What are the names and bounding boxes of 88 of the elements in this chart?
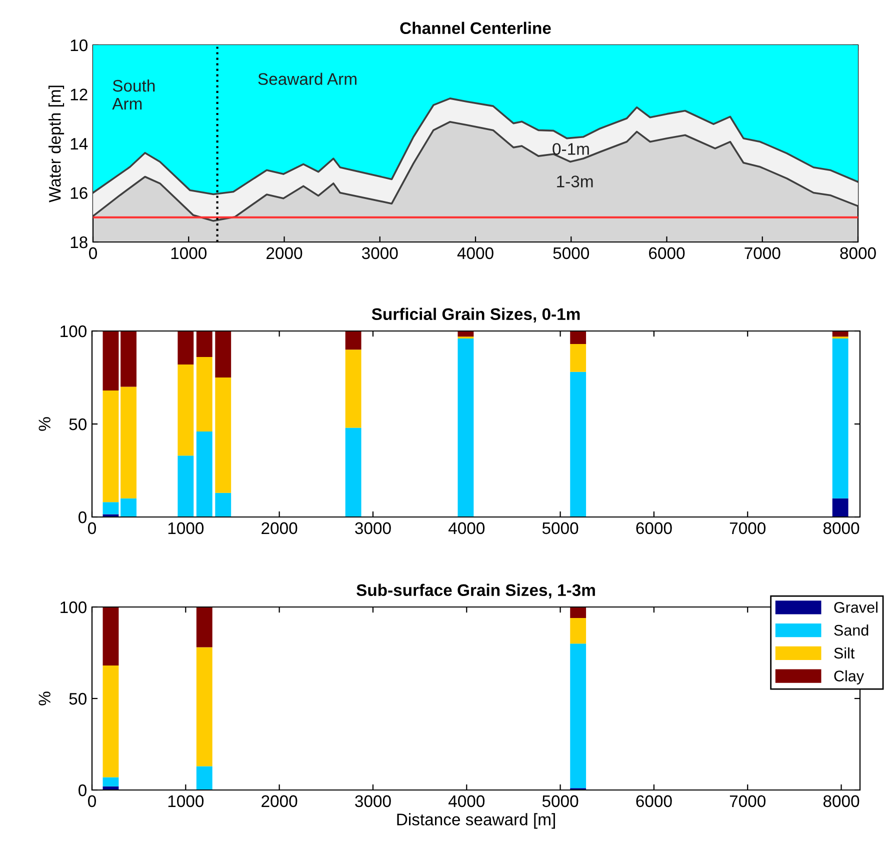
y-tick-label: 0	[78, 511, 86, 524]
x-tick-label: 7000	[730, 522, 766, 534]
bar	[345, 331, 362, 350]
y-tick-label: 12	[70, 88, 88, 100]
x-tick-label: 2000	[262, 522, 298, 534]
bar	[458, 338, 474, 517]
bar	[120, 331, 136, 387]
bar	[832, 498, 848, 517]
bar	[102, 331, 119, 391]
chart-title: Sub-surface Grain Sizes, 1-3m	[356, 584, 595, 598]
x-tick-label: 6000	[636, 795, 672, 808]
x-axis-title: Distance seaward [m]	[397, 813, 555, 829]
bar	[178, 331, 194, 364]
bar	[102, 607, 119, 666]
x-tick-label: 5000	[553, 247, 590, 260]
y-tick-label: 0	[78, 784, 86, 796]
bar	[570, 372, 586, 517]
annotation: 0-1m	[552, 143, 589, 155]
bar	[196, 647, 212, 766]
bar	[215, 492, 232, 517]
bar	[345, 350, 362, 428]
x-tick-label: 7000	[744, 247, 780, 260]
y-axis-title: Water depth [m]	[48, 86, 64, 202]
x-tick-label: 0	[89, 247, 97, 260]
bar	[196, 357, 212, 432]
bar	[120, 498, 136, 517]
bar	[570, 344, 586, 372]
legend-label: Sand	[834, 624, 868, 636]
x-tick-label: 6000	[649, 247, 685, 260]
y-tick-label: 100	[60, 325, 86, 338]
x-tick-label: 5000	[542, 795, 578, 808]
x-tick-label: 6000	[636, 522, 672, 534]
x-tick-label: 1000	[168, 795, 204, 808]
y-tick-label: 14	[70, 138, 88, 150]
legend-label: Silt	[834, 647, 855, 659]
bar	[345, 428, 362, 517]
bar	[215, 378, 232, 493]
y-axis-title: %	[38, 417, 50, 431]
bar	[196, 766, 212, 790]
x-tick-label: 4000	[457, 247, 494, 260]
x-tick-label: 4000	[448, 795, 485, 808]
y-tick-label: 50	[69, 418, 86, 430]
x-tick-label: 2000	[266, 247, 302, 260]
bar	[570, 618, 586, 644]
chart-title: Surficial Grain Sizes, 0-1m	[372, 308, 580, 322]
bar	[102, 666, 119, 778]
y-tick-label: 50	[69, 692, 86, 705]
bar	[120, 386, 136, 498]
chart-title: Channel Centerline	[400, 22, 551, 34]
x-tick-label: 0	[88, 795, 96, 808]
annotation: Seaward Arm	[258, 72, 356, 85]
bar	[570, 607, 586, 618]
x-tick-label: 2000	[262, 795, 298, 808]
y-tick-label: 16	[70, 187, 88, 199]
x-tick-label: 4000	[448, 522, 485, 534]
x-tick-label: 3000	[362, 247, 398, 260]
bar	[102, 502, 119, 514]
x-tick-label: 1000	[168, 522, 204, 534]
bar	[196, 331, 212, 358]
x-tick-label: 7000	[730, 795, 766, 808]
x-tick-label: 0	[88, 522, 96, 534]
bar	[215, 331, 232, 378]
bar	[570, 331, 586, 344]
bar	[832, 331, 848, 337]
annotation: South Arm	[112, 79, 155, 110]
y-tick-label: 10	[70, 39, 88, 52]
bar	[832, 338, 848, 498]
x-tick-label: 5000	[542, 522, 578, 534]
bar	[196, 607, 212, 648]
x-tick-label: 8000	[823, 795, 860, 808]
x-tick-label: 3000	[355, 795, 391, 808]
bar	[178, 364, 194, 456]
x-tick-label: 1000	[171, 247, 207, 260]
y-tick-label: 18	[70, 236, 88, 248]
x-tick-label: 8000	[840, 247, 876, 260]
bar	[570, 644, 586, 788]
bar	[102, 390, 119, 502]
bar	[178, 456, 194, 517]
x-tick-label: 8000	[823, 522, 860, 534]
annotation: 1-3m	[557, 176, 593, 188]
bar	[458, 331, 474, 337]
y-axis-title: %	[38, 692, 50, 706]
legend-label: Clay	[834, 670, 864, 684]
y-tick-label: 100	[60, 601, 86, 614]
bar	[196, 431, 212, 517]
legend-label: Gravel	[834, 602, 878, 613]
x-tick-label: 3000	[355, 522, 391, 534]
bar	[102, 777, 119, 786]
